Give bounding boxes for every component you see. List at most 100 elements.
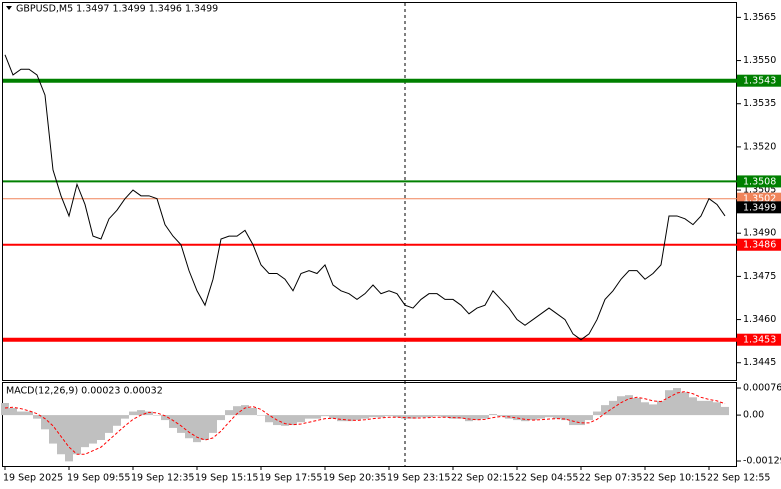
histogram-bar [233,406,241,416]
histogram-bar [457,415,465,419]
y-tick-label: 1.3565 [743,12,776,23]
y-tick-label: 0.00076 [743,383,781,394]
histogram-bar [513,415,521,421]
histogram-bar [65,415,73,462]
y-tick-label: 1.3505 [743,185,776,196]
x-tick-label: 22 Sep 10:15 [643,473,706,484]
y-tick-label: 1.3460 [743,314,776,325]
histogram-bar [521,415,529,422]
histogram-bar [185,415,193,439]
price-line [4,54,726,341]
y-tick-label: 1.3490 [743,228,776,239]
y-tick-label: 1.3550 [743,55,776,66]
level-label-box [737,201,781,214]
x-tick-label: 22 Sep 12:55 [707,473,770,484]
histogram-bar [225,410,233,416]
histogram-bar [713,402,721,416]
macd-panel-frame [2,382,737,467]
histogram-bar [193,415,201,443]
x-tick-label: 22 Sep 07:35 [579,473,642,484]
histogram-bar [593,411,601,416]
histogram-bar [377,415,385,418]
x-tick-label: 22 Sep 04:55 [515,473,578,484]
histogram-bar [601,405,609,416]
histogram-bar [497,415,505,417]
histogram-bar [441,415,449,418]
histogram-bar [697,400,705,416]
histogram-bar [241,405,249,416]
histogram-bar [209,415,217,433]
histogram-bar [649,404,657,416]
histogram-bar [657,400,665,416]
level-label-box [737,238,781,251]
histogram-bar [281,415,289,426]
histogram-bar [681,392,689,416]
histogram-bar [329,415,337,419]
histogram-bar [313,415,321,419]
x-tick-label: 19 Sep 20:35 [323,473,386,484]
histogram-bar [105,415,113,433]
level-label: 1.3508 [743,176,776,187]
histogram-bar [129,411,137,416]
macd-title: MACD(12,26,9) 0.00023 0.00032 [6,386,163,397]
histogram-bar [449,415,457,419]
level-label-box [737,175,781,188]
histogram-bar [417,415,425,418]
histogram-bar [73,415,81,455]
histogram-bar [145,411,153,416]
histogram-bar [425,415,433,418]
level-label: 1.3486 [743,240,776,251]
histogram-bar [721,406,729,416]
histogram-bar [665,390,673,416]
histogram-bar [289,415,297,426]
histogram-bar [9,407,17,416]
histogram-bar [337,415,345,422]
y-tick-label: 1.3475 [743,271,776,282]
y-tick-label: 1.3520 [743,141,776,152]
histogram-bar [49,415,57,444]
histogram-bar [41,415,49,430]
histogram-bar [257,415,265,416]
level-label: 1.3499 [743,202,776,213]
histogram-bar [177,415,185,433]
histogram-bar [161,415,169,421]
histogram-bar [537,415,545,419]
histogram-bar [321,415,329,417]
histogram-bar [265,415,273,423]
histogram-bar [393,415,401,418]
histogram-bar [481,415,489,419]
level-label: 1.3543 [743,76,776,87]
x-tick-label: 19 Sep 23:15 [387,473,450,484]
histogram-bar [633,398,641,416]
histogram-bar [369,415,377,418]
x-tick-label: 19 Sep 15:15 [195,473,258,484]
histogram-bar [353,415,361,421]
histogram-bar [409,415,417,419]
histogram-bar [249,407,257,416]
y-tick-label: 1.3535 [743,98,776,109]
histogram-bar [465,415,473,422]
histogram-bar [401,415,409,419]
y-tick-label: -0.00129 [743,456,781,467]
histogram-bar [705,400,713,416]
signal-line [4,391,726,455]
histogram-bar [1,403,9,416]
histogram-bar [617,396,625,416]
histogram-bar [17,411,25,416]
menu-arrow[interactable] [6,6,12,10]
histogram-bar [385,415,393,417]
x-tick-label: 19 Sep 09:55 [67,473,130,484]
histogram-bar [169,415,177,428]
x-tick-label: 22 Sep 02:15 [451,473,514,484]
histogram-bar [561,415,569,421]
histogram-bar [153,415,161,416]
histogram-bar [673,388,681,416]
histogram-bar [553,415,561,419]
histogram-bar [585,415,593,421]
histogram-bar [305,415,313,419]
histogram-bar [489,414,497,416]
histogram-bar [217,415,225,421]
level-label: 1.3453 [743,335,776,346]
level-label-box [737,333,781,346]
